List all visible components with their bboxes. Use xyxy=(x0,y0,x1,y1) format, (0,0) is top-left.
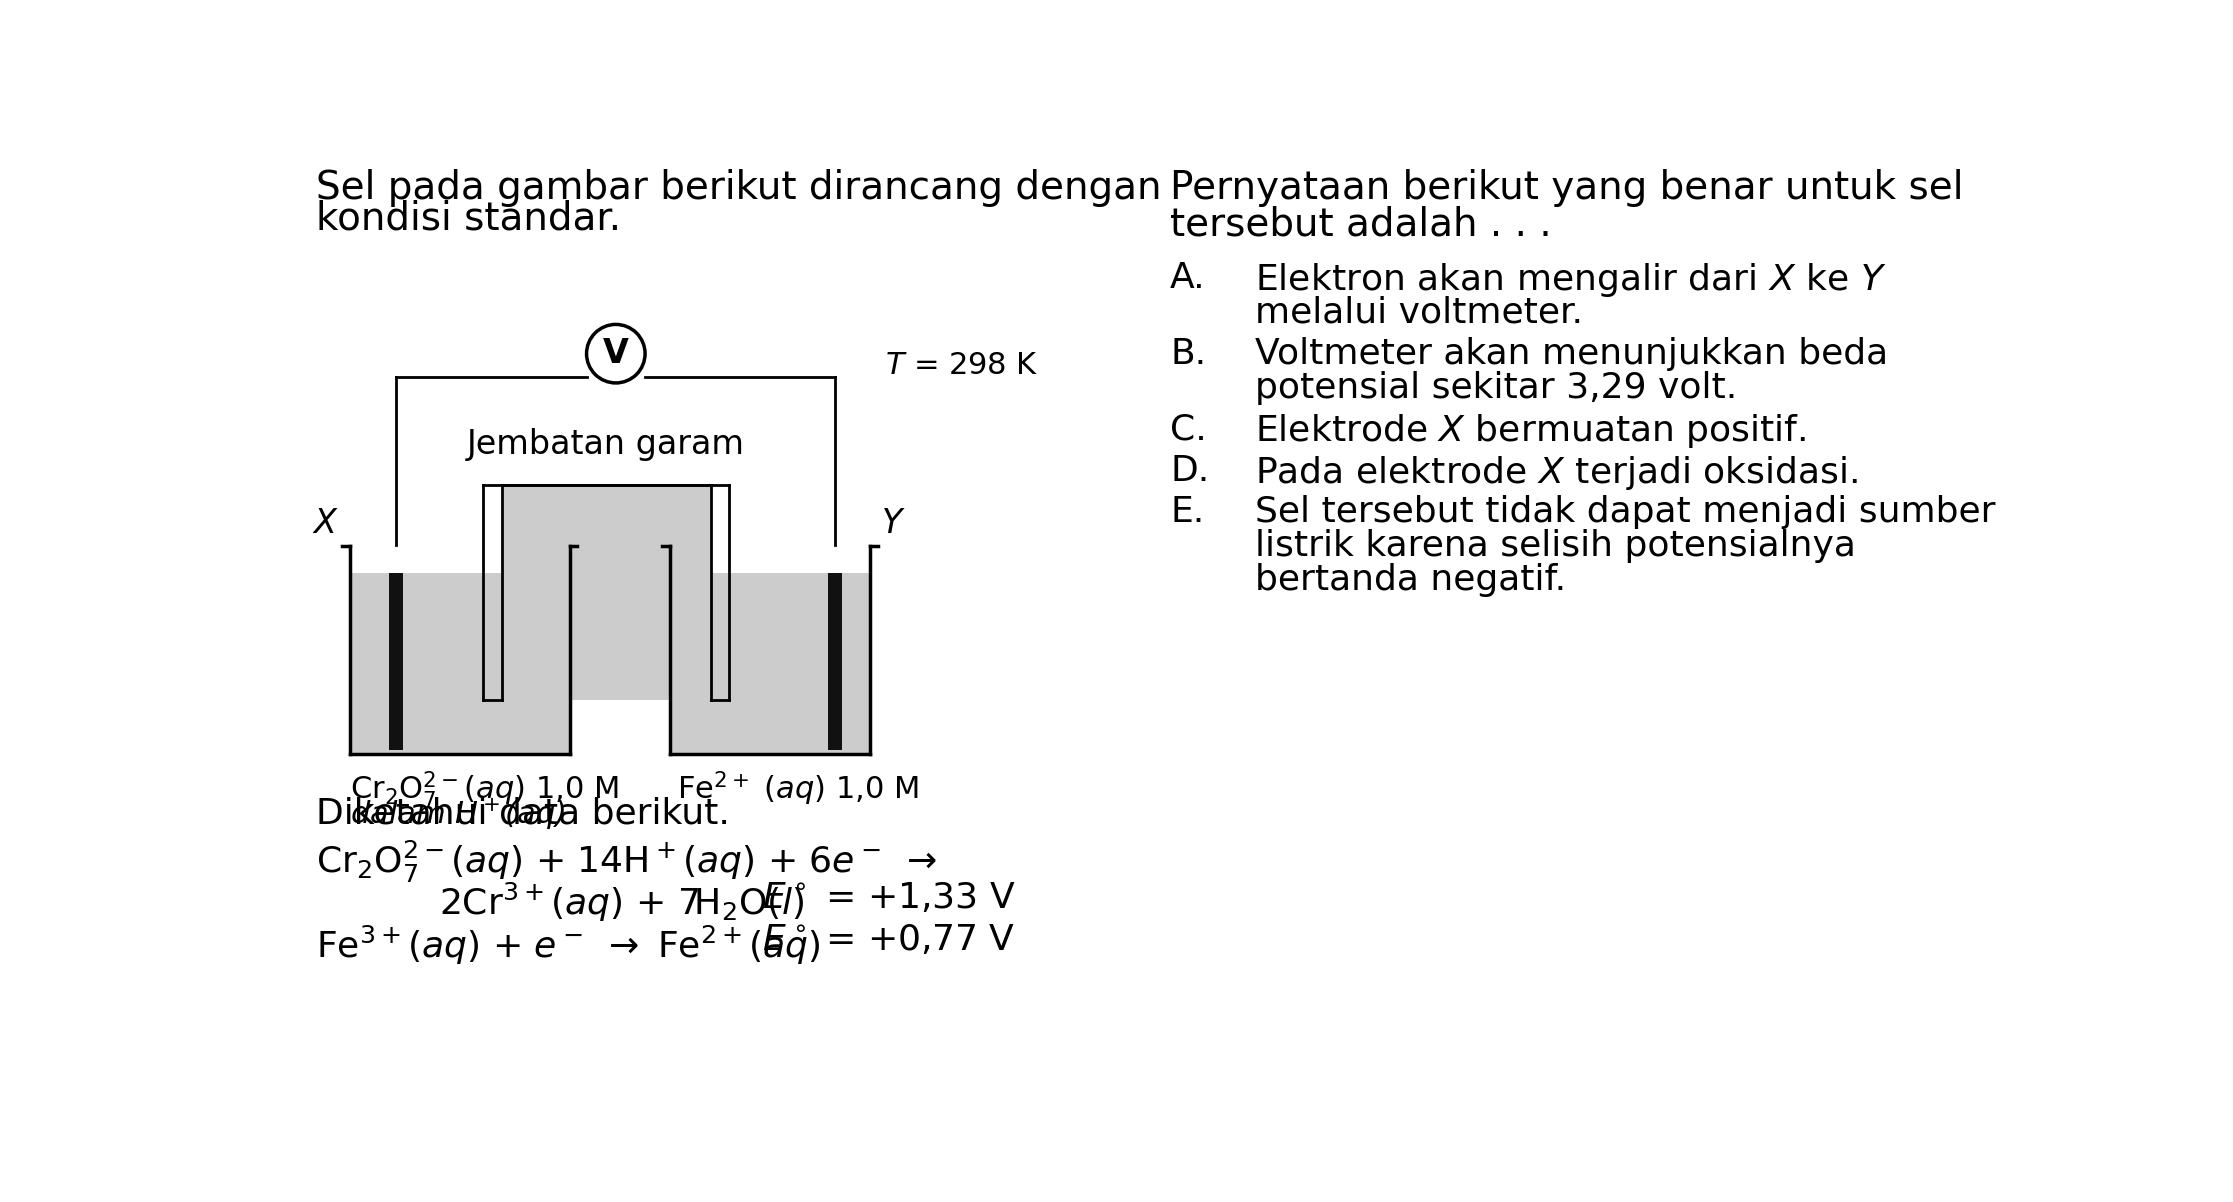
Text: tersebut adalah . . .: tersebut adalah . . . xyxy=(1170,206,1552,244)
Text: melalui voltmeter.: melalui voltmeter. xyxy=(1255,296,1583,329)
Text: Elektron akan mengalir dari $X$ ke $Y$: Elektron akan mengalir dari $X$ ke $Y$ xyxy=(1255,261,1887,299)
Text: dalam H$^+$($aq$): dalam H$^+$($aq$) xyxy=(351,797,565,832)
Bar xyxy=(351,573,569,754)
Text: Jembatan garam: Jembatan garam xyxy=(467,428,746,462)
Text: V: V xyxy=(603,338,630,370)
Text: A.: A. xyxy=(1170,261,1206,296)
Text: Pernyataan berikut yang benar untuk sel: Pernyataan berikut yang benar untuk sel xyxy=(1170,168,1963,207)
Text: B.: B. xyxy=(1170,337,1206,370)
Text: Sel pada gambar berikut dirancang dengan: Sel pada gambar berikut dirancang dengan xyxy=(315,168,1161,207)
Text: Cr$_2$O$_7^{2-}$($aq$) + 14H$^+$($aq$) + 6$e^-$ $\rightarrow$: Cr$_2$O$_7^{2-}$($aq$) + 14H$^+$($aq$) +… xyxy=(315,839,936,885)
Text: $Y$: $Y$ xyxy=(882,506,907,540)
Text: Elektrode $X$ bermuatan positif.: Elektrode $X$ bermuatan positif. xyxy=(1255,412,1806,451)
Text: Pada elektrode $X$ terjadi oksidasi.: Pada elektrode $X$ terjadi oksidasi. xyxy=(1255,454,1858,492)
Text: Sel tersebut tidak dapat menjadi sumber: Sel tersebut tidak dapat menjadi sumber xyxy=(1255,495,1996,529)
Text: listrik karena selisih potensialnya: listrik karena selisih potensialnya xyxy=(1255,529,1856,564)
Text: Diketahui data berikut.: Diketahui data berikut. xyxy=(315,797,730,831)
Bar xyxy=(389,573,404,750)
Bar xyxy=(828,573,842,750)
Text: Cr$_2$O$_7^{2-}$($aq$) 1,0 M: Cr$_2$O$_7^{2-}$($aq$) 1,0 M xyxy=(351,769,619,810)
Text: $E^\circ$ = +0,77 V: $E^\circ$ = +0,77 V xyxy=(761,923,1016,958)
Text: bertanda negatif.: bertanda negatif. xyxy=(1255,563,1565,597)
Text: $X$: $X$ xyxy=(313,506,339,540)
Text: 2Cr$^{3+}$($aq$) + 7H$_2$O($l$): 2Cr$^{3+}$($aq$) + 7H$_2$O($l$) xyxy=(438,881,804,924)
Text: Fe$^{2+}$ ($aq$) 1,0 M: Fe$^{2+}$ ($aq$) 1,0 M xyxy=(677,769,920,808)
Text: Fe$^{3+}$($aq$) + $e^-$ $\rightarrow$ Fe$^{2+}$($aq$): Fe$^{3+}$($aq$) + $e^-$ $\rightarrow$ Fe… xyxy=(315,923,820,966)
Text: $T$ = 298 K: $T$ = 298 K xyxy=(884,351,1038,380)
Bar xyxy=(670,573,871,754)
Text: $E^\circ$ = +1,33 V: $E^\circ$ = +1,33 V xyxy=(761,881,1016,915)
Text: E.: E. xyxy=(1170,495,1204,529)
Circle shape xyxy=(587,325,645,383)
Text: D.: D. xyxy=(1170,454,1210,488)
Polygon shape xyxy=(502,484,710,701)
Text: Voltmeter akan menunjukkan beda: Voltmeter akan menunjukkan beda xyxy=(1255,337,1889,370)
Text: C.: C. xyxy=(1170,412,1208,446)
Text: kondisi standar.: kondisi standar. xyxy=(315,200,621,238)
Text: potensial sekitar 3,29 volt.: potensial sekitar 3,29 volt. xyxy=(1255,370,1737,405)
